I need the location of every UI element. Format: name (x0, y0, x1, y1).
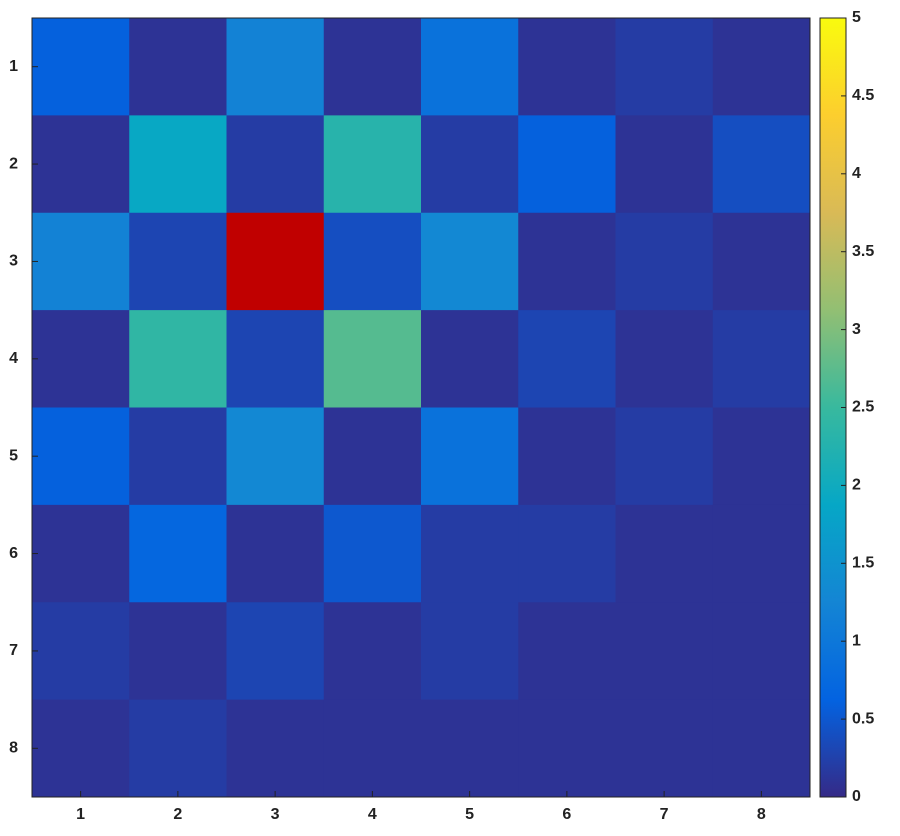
cell (712, 212, 811, 311)
cell (226, 699, 325, 798)
colorbar-tick-label: 0 (852, 788, 861, 805)
cell (712, 407, 811, 506)
x-tick-label: 3 (271, 806, 280, 823)
y-tick-label: 1 (9, 58, 18, 75)
cell (226, 212, 325, 311)
cell (712, 310, 811, 408)
cell (615, 18, 714, 116)
cell (615, 407, 714, 506)
cell (129, 115, 227, 214)
y-tick-label: 7 (9, 642, 18, 659)
cell (129, 212, 227, 311)
cell (712, 699, 811, 798)
cell (226, 504, 325, 603)
cell (323, 212, 422, 311)
cell (226, 602, 325, 701)
cell (518, 602, 616, 701)
x-tick-label: 1 (76, 806, 85, 823)
cell (323, 310, 422, 408)
cell (323, 504, 422, 603)
cell (421, 407, 519, 506)
cell (421, 115, 519, 214)
cell (32, 602, 130, 701)
cell (712, 602, 811, 701)
cell (129, 504, 227, 603)
cell (518, 504, 616, 603)
cell (32, 18, 130, 116)
x-tick-label: 8 (757, 806, 766, 823)
cell (226, 407, 325, 506)
y-tick-label: 5 (9, 447, 18, 464)
cell (32, 504, 130, 603)
cell (518, 699, 616, 798)
cell (518, 115, 616, 214)
cell (421, 602, 519, 701)
y-tick-label: 6 (9, 545, 18, 562)
colorbar-tick-label: 3.5 (852, 243, 874, 260)
cell (32, 310, 130, 408)
cell (615, 699, 714, 798)
cell (32, 115, 130, 214)
y-tick-label: 3 (9, 253, 18, 270)
colorbar-tick-label: 2 (852, 477, 861, 494)
cell (615, 115, 714, 214)
cell (712, 504, 811, 603)
cell (421, 699, 519, 798)
cell (421, 18, 519, 116)
cell (323, 602, 422, 701)
cell (226, 18, 325, 116)
cell (129, 18, 227, 116)
x-tick-label: 5 (465, 806, 474, 823)
cell (421, 504, 519, 603)
cell (518, 310, 616, 408)
cell (615, 602, 714, 701)
cell (129, 699, 227, 798)
x-tick-label: 4 (368, 806, 377, 823)
cell (226, 310, 325, 408)
x-tick-label: 7 (660, 806, 669, 823)
cell (323, 115, 422, 214)
cell (129, 310, 227, 408)
colorbar-tick-label: 0.5 (852, 710, 874, 727)
x-tick-label: 2 (173, 806, 182, 823)
y-tick-label: 4 (9, 350, 18, 367)
cell (32, 212, 130, 311)
cell (518, 212, 616, 311)
cell (518, 18, 616, 116)
cell (129, 602, 227, 701)
cell (615, 504, 714, 603)
cell (518, 407, 616, 506)
cell (226, 115, 325, 214)
x-tick-label: 6 (562, 806, 571, 823)
colorbar-tick-label: 4 (852, 165, 861, 182)
cell (32, 407, 130, 506)
cell (129, 407, 227, 506)
cell (32, 699, 130, 798)
cell (712, 115, 811, 214)
cell (421, 212, 519, 311)
y-tick-label: 2 (9, 155, 18, 172)
cell (712, 18, 811, 116)
colorbar-tick-label: 1 (852, 632, 861, 649)
colorbar-tick-label: 1.5 (852, 555, 874, 572)
colorbar-tick-label: 4.5 (852, 87, 874, 104)
cell (615, 212, 714, 311)
colorbar-tick-label: 3 (852, 321, 861, 338)
plot-frame (31, 17, 811, 798)
cell (615, 310, 714, 408)
cell (323, 18, 422, 116)
colorbar-tick-label: 5 (852, 9, 861, 26)
cell (323, 699, 422, 798)
colorbar-tick-label: 2.5 (852, 399, 874, 416)
y-tick-label: 8 (9, 740, 18, 757)
cell (421, 310, 519, 408)
cell (323, 407, 422, 506)
